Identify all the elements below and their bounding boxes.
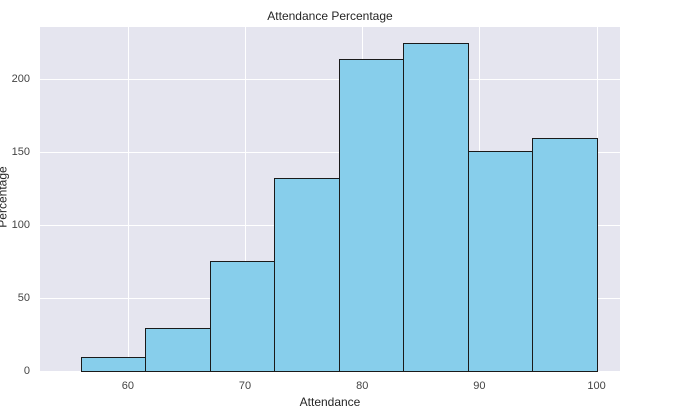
x-axis-label: Attendance bbox=[299, 395, 361, 409]
y-tick-label: 0 bbox=[23, 365, 30, 377]
histogram-bar bbox=[81, 357, 147, 372]
histogram-bar bbox=[532, 138, 598, 372]
x-tick-label: 100 bbox=[587, 380, 606, 392]
gridline-horizontal bbox=[40, 151, 620, 153]
histogram-bar bbox=[338, 59, 405, 372]
x-tick-label: 60 bbox=[121, 380, 134, 392]
plot-area bbox=[40, 27, 620, 372]
histogram-bar bbox=[274, 177, 340, 372]
x-tick-label: 70 bbox=[238, 380, 252, 392]
y-tick-label: 100 bbox=[11, 218, 30, 231]
histogram-bar bbox=[209, 260, 276, 372]
y-tick-label: 200 bbox=[11, 72, 30, 85]
gridline-vertical bbox=[127, 27, 129, 372]
chart-title: Attendance Percentage bbox=[267, 9, 393, 23]
x-tick-label: 90 bbox=[473, 380, 486, 392]
histogram-bar bbox=[145, 328, 211, 372]
histogram-bar bbox=[403, 43, 469, 372]
y-tick-label: 150 bbox=[11, 145, 30, 158]
histogram-bar bbox=[467, 151, 534, 372]
y-tick-label: 50 bbox=[17, 291, 30, 304]
gridline-vertical bbox=[245, 27, 247, 372]
x-tick-label: 80 bbox=[356, 380, 369, 392]
gridline-horizontal bbox=[40, 78, 620, 80]
